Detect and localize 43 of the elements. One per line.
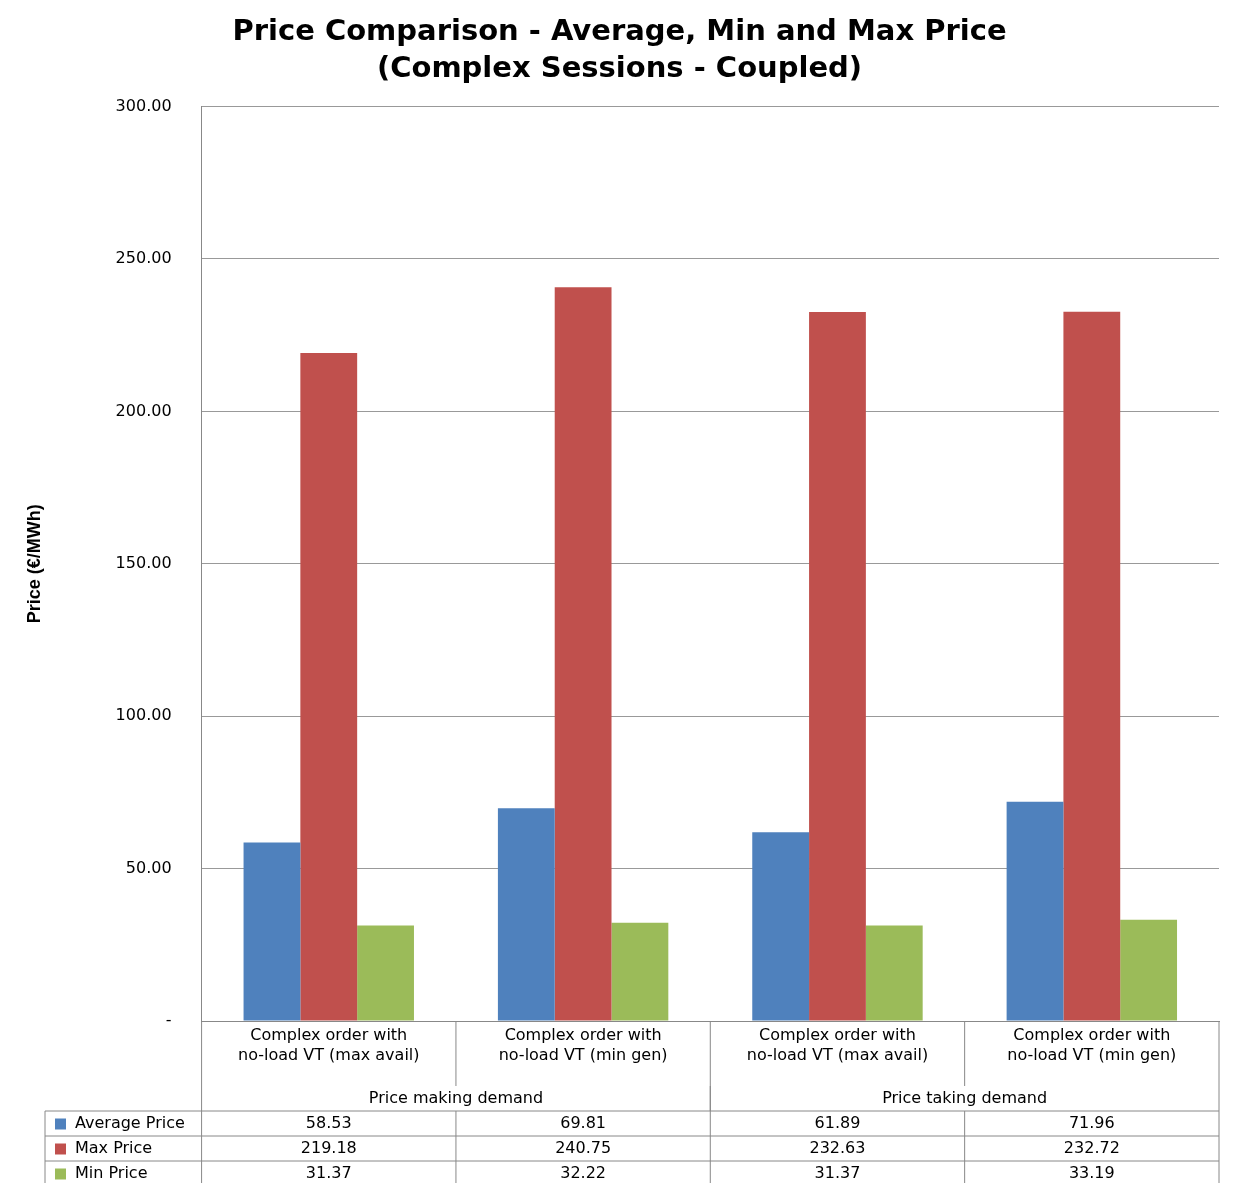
data-label: 240.75	[555, 1137, 612, 1157]
bar	[357, 925, 414, 1021]
y-tick-label: -	[165, 1010, 172, 1030]
data-label: 219.18	[300, 1137, 357, 1157]
bar	[300, 352, 358, 1021]
bar	[554, 287, 612, 1021]
chart-subtitle: (Complex Sessions - Coupled)	[376, 49, 863, 84]
chart-title: Price Comparison - Average, Min and Max Price	[232, 12, 1007, 47]
y-axis-title: Price (€/MWh)	[23, 504, 44, 624]
bar	[243, 842, 301, 1021]
text: Price making demand	[368, 1087, 544, 1107]
bar	[809, 311, 866, 1021]
y-tick-label: 150.00	[115, 552, 172, 572]
y-tick-label: 50.00	[125, 857, 172, 877]
data-label: 71.96	[1068, 1112, 1115, 1132]
bar	[1120, 919, 1178, 1021]
bar	[865, 925, 923, 1021]
data-label: 32.22	[560, 1162, 607, 1182]
legend-label: Min Price	[75, 1162, 148, 1182]
bar	[497, 808, 555, 1021]
data-label: 58.53	[305, 1112, 352, 1132]
data-label: 31.37	[814, 1162, 861, 1182]
x-tick-label: Complex order with no-load VT (max avail)	[746, 1025, 929, 1065]
bar	[611, 922, 669, 1021]
text: Price taking demand	[882, 1087, 1048, 1107]
data-label: 69.81	[560, 1112, 607, 1132]
data-label: 31.37	[305, 1162, 352, 1182]
bar	[1063, 311, 1121, 1021]
legend-label: Average Price	[75, 1112, 185, 1132]
y-tick-label: 100.00	[115, 705, 172, 725]
y-tick-label: 250.00	[115, 248, 172, 268]
legend-label: Max Price	[75, 1137, 153, 1157]
data-label: 61.89	[814, 1112, 861, 1132]
y-tick-label: 300.00	[115, 95, 172, 115]
data-label: 232.63	[809, 1137, 866, 1157]
x-tick-label: Complex order with no-load VT (max avail)	[238, 1025, 420, 1065]
data-label: 33.19	[1068, 1162, 1115, 1182]
bar	[752, 832, 810, 1021]
y-tick-label: 200.00	[115, 400, 172, 420]
bar	[1006, 801, 1064, 1021]
data-label: 232.72	[1063, 1137, 1120, 1157]
x-tick-label: Complex order with no-load VT (min gen)	[1007, 1025, 1177, 1065]
x-tick-label: Complex order with no-load VT (min gen)	[498, 1025, 668, 1065]
